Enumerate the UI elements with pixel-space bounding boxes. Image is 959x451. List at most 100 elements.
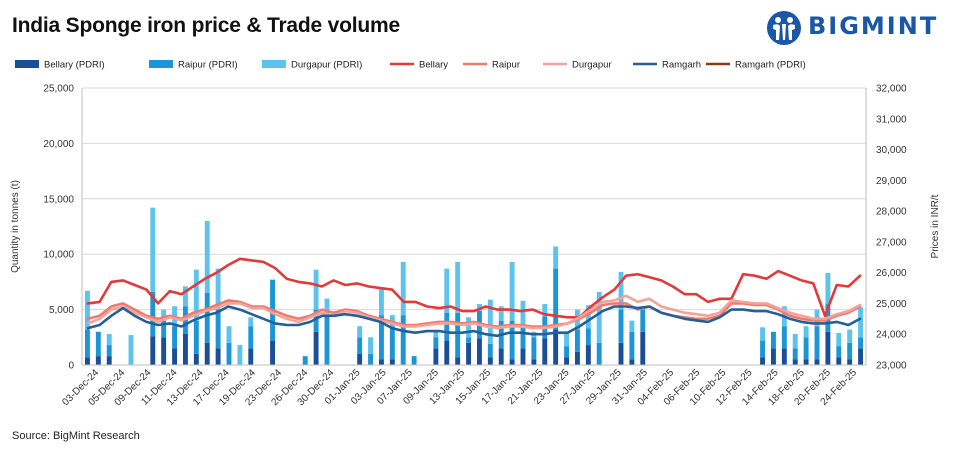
- bar-durgapur-pdri: [618, 271, 624, 310]
- bar-durgapur-pdri: [509, 261, 515, 321]
- bar-raipur-pdri: [792, 348, 798, 360]
- bar-durgapur-pdri: [313, 269, 319, 310]
- bar-raipur-pdri: [313, 309, 319, 332]
- line-raipur: [86, 299, 862, 328]
- bar-bellary-pdri: [498, 348, 504, 365]
- bar-durgapur-pdri: [324, 298, 330, 316]
- bar-raipur-pdri: [84, 329, 90, 358]
- bar-raipur-pdri: [520, 326, 526, 349]
- bar-bellary-pdri: [858, 348, 864, 365]
- bar-durgapur-pdri: [858, 307, 864, 338]
- bar-bellary-pdri: [84, 357, 90, 365]
- y2-tick-label: 29,000: [876, 176, 907, 187]
- bar-raipur-pdri: [770, 331, 776, 349]
- bar-bellary-pdri: [161, 337, 167, 365]
- bar-bellary-pdri: [313, 331, 319, 365]
- bar-durgapur-pdri: [150, 207, 156, 292]
- bar-bellary-pdri: [640, 331, 646, 365]
- line-durgapur: [86, 294, 862, 330]
- bar-raipur-pdri: [466, 337, 472, 343]
- bar-raipur-pdri: [858, 337, 864, 349]
- legend-label-ramgarh-pdri: Ramgarh (PDRI): [735, 60, 806, 71]
- bar-bellary-pdri: [814, 359, 820, 365]
- legend-label-ramgarh: Ramgarh: [662, 60, 701, 71]
- y-tick-label: 15,000: [43, 194, 74, 205]
- bar-bellary-pdri: [433, 348, 439, 365]
- bar-durgapur-pdri: [498, 306, 504, 321]
- bar-raipur-pdri: [455, 312, 461, 358]
- bar-raipur-pdri: [302, 356, 308, 365]
- bar-durgapur-pdri: [182, 286, 188, 307]
- bar-bellary-pdri: [803, 359, 809, 365]
- legend-swatch-bellary-pdri: [15, 60, 39, 68]
- bar-raipur-pdri: [106, 345, 112, 357]
- bar-durgapur-pdri: [629, 320, 635, 332]
- legend-label-raipur-pdri: Raipur (PDRI): [178, 60, 238, 71]
- legend-label-bellary: Bellary: [419, 60, 448, 71]
- bar-durgapur-pdri: [847, 329, 853, 343]
- bar-raipur-pdri: [389, 326, 395, 360]
- bar-durgapur-pdri: [237, 345, 243, 365]
- bar-bellary-pdri: [585, 345, 591, 365]
- bar-raipur-pdri: [248, 326, 254, 349]
- bar-raipur-pdri: [378, 315, 384, 360]
- y-tick-label: 0: [68, 361, 74, 372]
- axes: 0 5,000 10,000 15,000 20,000 25,000 23,000 24,0…: [10, 84, 941, 409]
- y2-tick-label: 27,000: [876, 237, 907, 248]
- bar-bellary-pdri: [618, 342, 624, 365]
- bar-durgapur-pdri: [564, 331, 570, 347]
- bar-bellary-pdri: [836, 357, 842, 365]
- y2-tick-label: 23,000: [876, 361, 907, 372]
- bar-bellary-pdri: [531, 359, 537, 365]
- brand-person-icon: [767, 11, 801, 45]
- source-note: Source: BigMint Research: [12, 430, 140, 442]
- bar-raipur-pdri: [553, 268, 559, 330]
- bar-raipur-pdri: [324, 315, 330, 365]
- bar-raipur-pdri: [564, 346, 570, 358]
- bar-bellary-pdri: [95, 356, 101, 365]
- bar-durgapur-pdri: [106, 333, 112, 346]
- bar-bellary-pdri: [106, 356, 112, 365]
- y2-tick-label: 32,000: [876, 84, 907, 95]
- bar-durgapur-pdri: [585, 305, 591, 329]
- bar-bellary-pdri: [466, 342, 472, 365]
- bar-raipur-pdri: [487, 343, 493, 358]
- y-axis-title: Quantity in tonnes (t): [10, 180, 21, 273]
- bar-raipur-pdri: [95, 331, 101, 357]
- legend: Bellary (PDRI) Raipur (PDRI) Durgapur (PDR…: [15, 60, 806, 71]
- line-bellary: [86, 257, 862, 319]
- bar-raipur-pdri: [215, 309, 221, 349]
- bar-bellary-pdri: [172, 348, 178, 365]
- bar-durgapur-pdri: [193, 269, 199, 321]
- bar-bellary-pdri: [248, 348, 254, 365]
- bar-series: [84, 207, 864, 365]
- y2-tick-label: 24,000: [876, 330, 907, 341]
- bar-raipur-pdri: [204, 292, 210, 343]
- bar-durgapur-pdri: [803, 326, 809, 338]
- bar-raipur-pdri: [193, 320, 199, 354]
- bar-raipur-pdri: [444, 312, 450, 341]
- bar-bellary-pdri: [455, 357, 461, 365]
- bar-durgapur-pdri: [466, 317, 472, 338]
- bar-bellary-pdri: [520, 348, 526, 365]
- bar-durgapur-pdri: [487, 299, 493, 344]
- y2-tick-label: 25,000: [876, 299, 907, 310]
- y2-tick-label: 31,000: [876, 114, 907, 125]
- bar-durgapur-pdri: [215, 268, 221, 310]
- bar-durgapur-pdri: [161, 309, 167, 321]
- bar-raipur-pdri: [836, 346, 842, 358]
- bar-bellary-pdri: [389, 359, 395, 365]
- bar-raipur-pdri: [574, 329, 580, 352]
- y2-tick-label: 30,000: [876, 145, 907, 156]
- bar-durgapur-pdri: [248, 317, 254, 327]
- bar-bellary-pdri: [553, 329, 559, 365]
- bar-raipur-pdri: [847, 342, 853, 360]
- bar-durgapur-pdri: [128, 335, 134, 365]
- bar-bellary-pdri: [378, 359, 384, 365]
- bar-raipur-pdri: [357, 337, 363, 354]
- bar-raipur-pdri: [531, 337, 537, 360]
- bar-raipur-pdri: [411, 356, 417, 365]
- bar-raipur-pdri: [433, 337, 439, 349]
- bar-durgapur-pdri: [226, 326, 232, 343]
